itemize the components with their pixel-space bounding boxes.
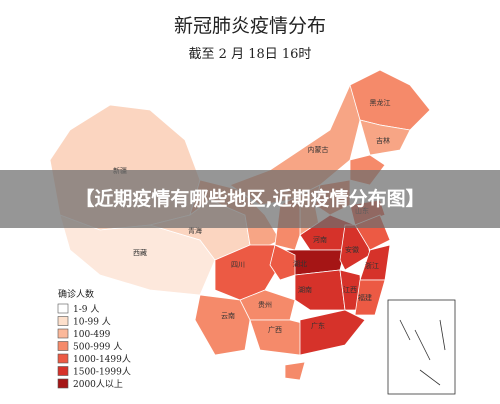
legend-swatch — [57, 316, 69, 326]
province-label: 内蒙古 — [308, 145, 329, 154]
legend-swatch — [57, 328, 69, 339]
province-label: 河南 — [313, 235, 327, 244]
province-label: 湖南 — [298, 285, 312, 294]
province-label: 浙江 — [365, 261, 379, 270]
subtitle: 截至 2 月 18日 16时 — [189, 47, 312, 62]
province-label: 黑龙江 — [370, 98, 391, 107]
legend-label: 2000人以上 — [73, 379, 123, 390]
legend-label: 10-99 人 — [73, 317, 111, 328]
province-label: 云南 — [221, 311, 235, 320]
legend-swatch — [57, 341, 69, 351]
province-label: 广东 — [311, 321, 325, 330]
legend-swatch — [57, 303, 69, 314]
province-label: 吉林 — [376, 136, 390, 145]
legend-swatch — [57, 353, 69, 364]
legend-swatch — [57, 378, 69, 389]
province-label: 四川 — [231, 261, 245, 269]
banner-text: 【近期疫情有哪些地区,近期疫情分布图】 — [75, 188, 425, 210]
province-label: 安徽 — [345, 245, 359, 254]
province-label: 广西 — [268, 325, 282, 334]
province-label: 江西 — [343, 286, 357, 294]
province-label: 湖北 — [293, 259, 307, 268]
banner: 【近期疫情有哪些地区,近期疫情分布图】 — [0, 170, 500, 228]
legend-label: 1500-1999人 — [73, 367, 131, 378]
legend-title: 确诊人数 — [58, 288, 94, 300]
legend-label: 1000-1499人 — [73, 354, 131, 365]
province-label: 西藏 — [133, 248, 147, 257]
legend-swatch — [57, 366, 69, 376]
south-china-sea-inset — [387, 299, 456, 395]
province-label: 福建 — [358, 293, 372, 302]
legend: 确诊人数 1-9 人 10-99 人 100-499 500-999 人1000-14… — [57, 288, 131, 390]
province-label: 青海 — [188, 226, 202, 235]
legend-label: 500-999 人 — [73, 342, 122, 353]
legend-label: 1-9 人 — [73, 304, 99, 315]
legend-label: 100-499 — [73, 330, 111, 340]
title: 新冠肺炎疫情分布 — [174, 15, 326, 37]
province-label: 贵州 — [258, 300, 272, 309]
